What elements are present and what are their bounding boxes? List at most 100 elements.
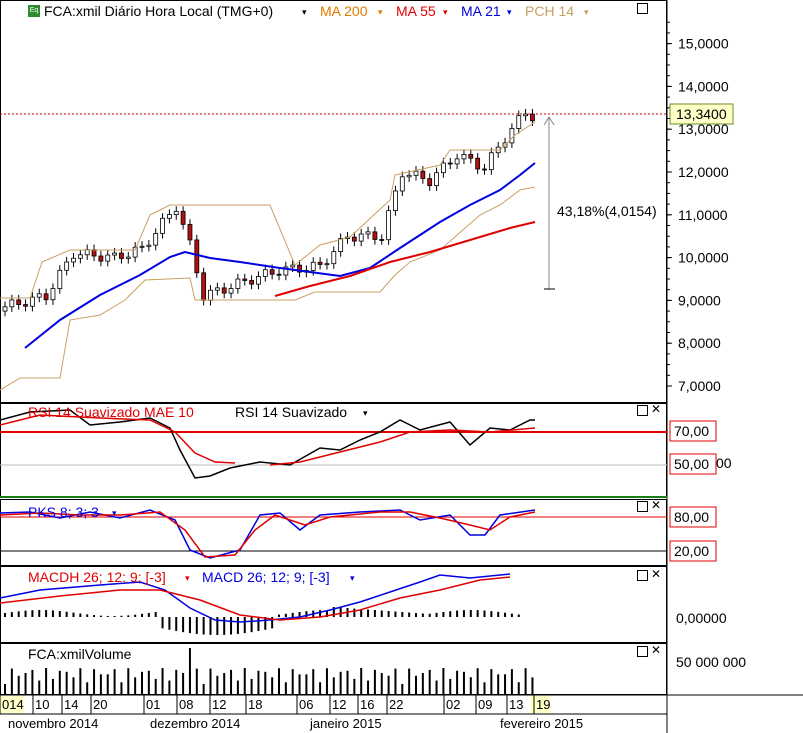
candle-body bbox=[2, 306, 8, 312]
price-tick-label: 14,0000 bbox=[678, 78, 729, 94]
candle-body bbox=[379, 239, 385, 241]
macd-axis-label: 0,00000 bbox=[676, 610, 727, 626]
candle-body bbox=[77, 254, 83, 259]
candle-body bbox=[146, 244, 152, 247]
chevron-down-icon[interactable]: ▾ bbox=[363, 408, 368, 418]
measure-label: 43,18%(4,0154) bbox=[557, 203, 657, 219]
macd-panel-buttons[interactable]: ✕ bbox=[637, 568, 661, 581]
candle-body bbox=[235, 278, 241, 289]
macdh-legend[interactable]: MACDH 26; 12; 9; [-3] bbox=[28, 569, 166, 585]
close-icon: ✕ bbox=[651, 402, 662, 416]
candle-body bbox=[132, 246, 138, 258]
rsi-axis-label: 00 bbox=[716, 455, 732, 471]
candle-body bbox=[112, 252, 117, 256]
rsi-smoothed-legend[interactable]: RSI 14 Suavizado MAE 10 bbox=[28, 404, 194, 420]
chevron-down-icon[interactable]: ▾ bbox=[350, 573, 355, 583]
pks-level-low: 20,00 bbox=[674, 543, 709, 559]
ma21-legend[interactable]: MA 21 bbox=[461, 3, 501, 19]
candle-body bbox=[331, 251, 337, 265]
candle-body bbox=[399, 176, 405, 192]
date-day-label: 18 bbox=[248, 697, 262, 712]
measure-arrowhead bbox=[543, 116, 555, 126]
chevron-down-icon: ▾ bbox=[507, 7, 512, 17]
candle-body bbox=[386, 210, 392, 241]
rsi-panel-buttons[interactable]: ✕ bbox=[637, 402, 662, 416]
candle-body bbox=[221, 287, 227, 294]
maximize-icon bbox=[637, 3, 648, 14]
date-day-label: 13 bbox=[509, 697, 523, 712]
candle-body bbox=[160, 217, 165, 234]
candle-body bbox=[454, 158, 460, 165]
candle-body bbox=[310, 261, 316, 271]
candle-body bbox=[173, 210, 179, 215]
candle-body bbox=[256, 276, 261, 285]
pks-legend[interactable]: PKS 8; 3; 3 bbox=[28, 504, 99, 520]
candle-body bbox=[153, 233, 159, 246]
rsi-level-low-box bbox=[669, 453, 717, 475]
candle-body bbox=[297, 264, 302, 273]
pch-upper-line bbox=[0, 121, 536, 299]
macd-legend[interactable]: MACD 26; 12; 9; [-3] bbox=[202, 569, 330, 585]
close-icon: ✕ bbox=[651, 498, 662, 512]
price-tick-label: 15,0000 bbox=[678, 36, 729, 52]
candle-body bbox=[9, 299, 15, 308]
date-day-label: 01 bbox=[146, 697, 160, 712]
rsi-smoothed-line bbox=[269, 427, 536, 466]
candle-body bbox=[283, 266, 289, 276]
chevron-down-icon: ▾ bbox=[302, 7, 307, 17]
candle-body bbox=[351, 236, 357, 242]
symbol-title[interactable]: FCA:xmil Diário Hora Local (TMG+0) bbox=[44, 3, 273, 19]
rsi-legend[interactable]: RSI 14 Suavizado bbox=[235, 404, 347, 420]
ma21-line bbox=[24, 162, 536, 349]
date-day-label: 12 bbox=[212, 697, 226, 712]
candle-body bbox=[488, 152, 494, 171]
date-day-label: 06 bbox=[299, 697, 313, 712]
candle-body bbox=[139, 245, 145, 248]
candle-body bbox=[208, 289, 213, 301]
volume-panel bbox=[4, 648, 534, 694]
pch-legend[interactable]: PCH 14 bbox=[525, 3, 574, 19]
price-tick-label: 8,0000 bbox=[678, 335, 721, 351]
candle-body bbox=[23, 304, 28, 307]
date-day-label: 08 bbox=[179, 697, 193, 712]
maximize-icon bbox=[637, 570, 648, 581]
date-month-label: novembro 2014 bbox=[8, 716, 98, 731]
candle-body bbox=[324, 263, 330, 266]
candle-body bbox=[105, 254, 111, 262]
rsi-line bbox=[0, 409, 535, 479]
candle-body bbox=[43, 293, 49, 301]
candle-body bbox=[194, 239, 200, 274]
candle-body bbox=[440, 162, 446, 174]
pks-panel-buttons[interactable]: ✕ bbox=[637, 498, 662, 512]
candle-body bbox=[29, 296, 35, 307]
date-day-label: 12 bbox=[332, 697, 346, 712]
pks-level-high-box bbox=[669, 506, 717, 528]
candle-body bbox=[242, 278, 248, 281]
candle-body bbox=[434, 172, 439, 187]
candle-body bbox=[36, 293, 42, 298]
chevron-down-icon[interactable]: ▾ bbox=[112, 508, 117, 518]
price-panel-buttons[interactable] bbox=[637, 3, 648, 14]
candle-body bbox=[50, 288, 56, 301]
price-tick-label: 11,0000 bbox=[678, 207, 728, 223]
ma55-line bbox=[274, 221, 536, 297]
candle-body bbox=[475, 157, 481, 170]
ma55-legend[interactable]: MA 55 bbox=[396, 3, 436, 19]
date-highlight bbox=[530, 696, 550, 713]
price-tick-label: 9,0000 bbox=[678, 292, 721, 308]
candle-body bbox=[358, 233, 364, 242]
date-day-label: 10 bbox=[35, 697, 49, 712]
ma200-legend[interactable]: MA 200 bbox=[320, 3, 368, 19]
legend-dropdown-icons[interactable]: ▾ ▾ ▾ ▾ ▾ bbox=[302, 7, 589, 17]
date-day-label: 14 bbox=[64, 697, 78, 712]
volume-panel-buttons[interactable]: ✕ bbox=[637, 644, 661, 657]
chevron-down-icon[interactable]: ▾ bbox=[185, 573, 190, 583]
volume-legend[interactable]: FCA:xmilVolume bbox=[28, 646, 132, 662]
volume-axis-label: 50 000 000 bbox=[676, 654, 746, 670]
macd-line bbox=[0, 573, 511, 623]
candle-body bbox=[516, 115, 522, 129]
candle-body bbox=[91, 249, 97, 257]
candle-body bbox=[530, 113, 535, 122]
price-tick-label: 7,0000 bbox=[678, 378, 721, 394]
